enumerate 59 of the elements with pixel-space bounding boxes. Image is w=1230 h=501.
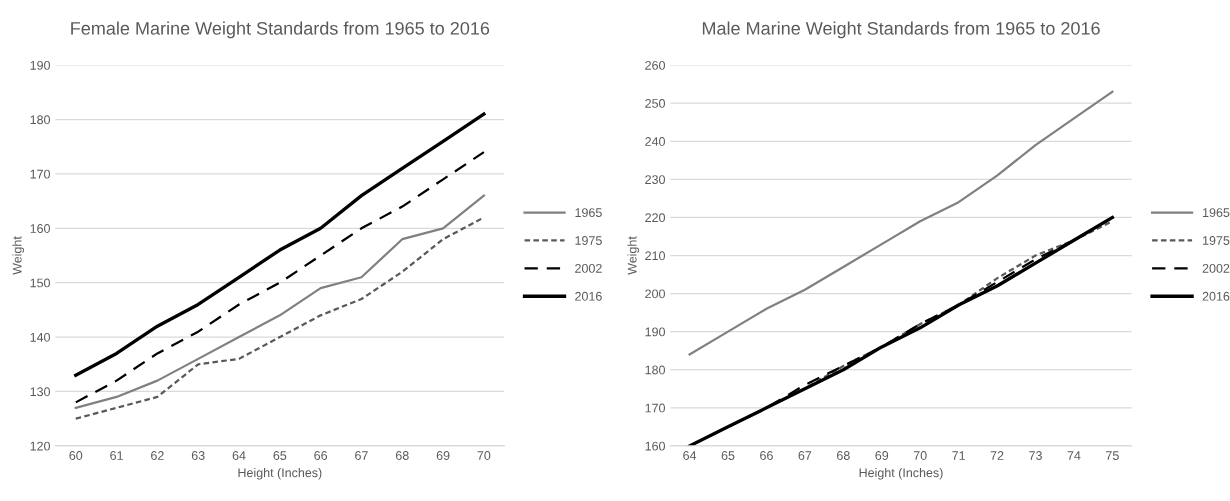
y-tick-label: 160 xyxy=(30,224,50,233)
line-series xyxy=(688,90,1114,356)
y-axis-title: Weight xyxy=(627,236,640,275)
x-tick-label: 66 xyxy=(760,451,773,460)
y-tick-label: 190 xyxy=(645,327,665,337)
y-tick-label: 210 xyxy=(645,251,665,261)
y-tick-label: 190 xyxy=(30,60,50,70)
y-tick-label: 140 xyxy=(30,332,50,342)
x-tick-label: 61 xyxy=(110,451,123,460)
x-tick-label: 72 xyxy=(990,451,1004,460)
x-tick-label: 60 xyxy=(69,451,83,460)
x-tick-label: 75 xyxy=(1106,451,1119,460)
x-tick-label: 66 xyxy=(314,451,328,460)
legend-label: 2002 xyxy=(1202,263,1230,273)
x-tick-label: 70 xyxy=(477,451,491,460)
x-axis-title: Height (Inches) xyxy=(859,467,943,480)
legend-label: 2016 xyxy=(575,291,602,301)
y-tick-label: 160 xyxy=(645,441,665,451)
x-tick-label: 68 xyxy=(395,451,409,460)
x-tick-label: 68 xyxy=(837,451,850,460)
legend-label: 2016 xyxy=(1202,291,1230,301)
y-tick-label: 220 xyxy=(645,213,665,223)
x-tick-label: 73 xyxy=(1029,451,1042,460)
legend-label: 1965 xyxy=(575,208,602,218)
x-tick-label: 64 xyxy=(232,451,246,460)
x-tick-label: 62 xyxy=(151,451,164,460)
y-tick-label: 120 xyxy=(30,441,50,451)
x-tick-label: 70 xyxy=(913,451,927,460)
x-tick-label: 67 xyxy=(355,451,368,460)
y-tick-label: 260 xyxy=(645,60,665,70)
legend-label: 1975 xyxy=(575,236,602,245)
chart-title: Female Marine Weight Standards from 1965 to 2016 xyxy=(71,21,490,39)
legend-label: 2002 xyxy=(575,263,602,273)
y-tick-label: 170 xyxy=(645,403,665,413)
x-tick-label: 63 xyxy=(191,451,205,460)
x-tick-label: 69 xyxy=(436,451,450,460)
y-axis-title: Weight xyxy=(12,236,25,275)
x-tick-label: 64 xyxy=(683,451,697,460)
y-tick-label: 180 xyxy=(645,365,665,375)
line-series xyxy=(74,112,486,377)
y-tick-label: 170 xyxy=(30,169,50,179)
x-tick-label: 74 xyxy=(1067,451,1081,460)
y-tick-label: 240 xyxy=(645,137,665,146)
y-tick-label: 130 xyxy=(30,387,50,397)
y-tick-label: 250 xyxy=(645,99,665,108)
legend-label: 1965 xyxy=(1203,208,1230,218)
y-tick-label: 200 xyxy=(645,289,665,299)
y-tick-label: 180 xyxy=(30,115,50,125)
x-tick-label: 67 xyxy=(798,451,812,460)
x-tick-label: 71 xyxy=(952,451,965,460)
y-tick-label: 150 xyxy=(30,278,50,288)
line-series xyxy=(74,151,485,404)
chart-title: Male Marine Weight Standards from 1965 to 2016 xyxy=(702,21,1100,39)
x-axis-title: Height (Inches) xyxy=(238,467,322,480)
y-tick-label: 230 xyxy=(645,175,665,185)
x-tick-label: 65 xyxy=(273,451,287,460)
x-tick-label: 65 xyxy=(721,451,735,460)
x-tick-label: 69 xyxy=(875,451,889,460)
legend-label: 1975 xyxy=(1203,236,1230,245)
